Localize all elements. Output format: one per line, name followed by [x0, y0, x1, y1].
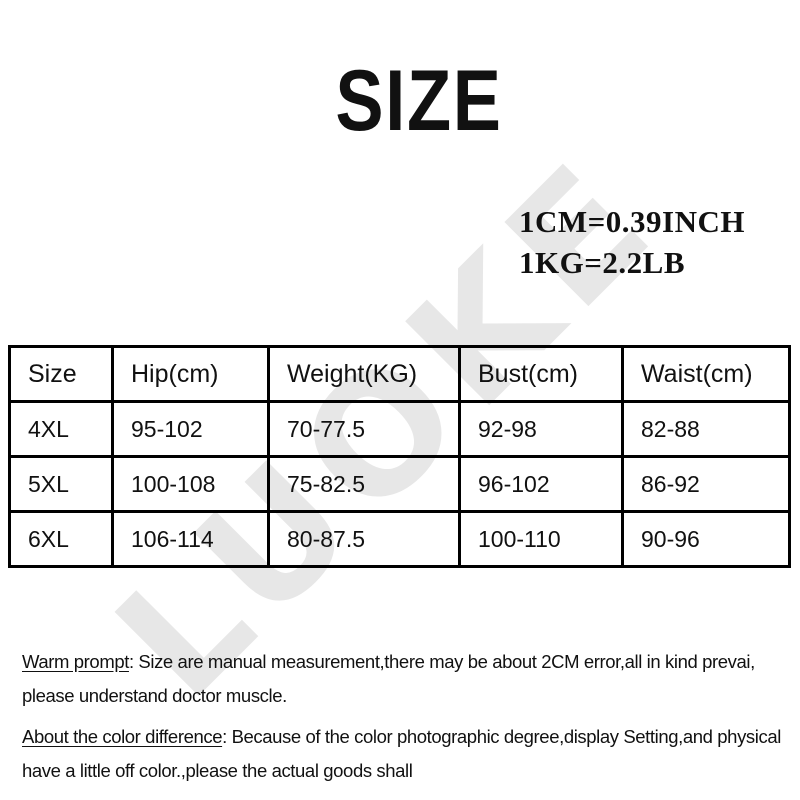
table-header-row: Size Hip(cm) Weight(KG) Bust(cm) Waist(c…	[8, 345, 791, 403]
cell-weight: 80-87.5	[267, 510, 461, 568]
cell-weight: 70-77.5	[267, 400, 461, 458]
cell-bust: 100-110	[458, 510, 624, 568]
color-difference-note: About the color difference: Because of t…	[22, 720, 796, 788]
unit-conversion-block: 1CM=0.39INCH 1KG=2.2LB	[519, 201, 745, 283]
cell-hip: 100-108	[111, 455, 270, 513]
cell-waist: 90-96	[621, 510, 791, 568]
cell-size: 6XL	[8, 510, 114, 568]
cell-waist: 86-92	[621, 455, 791, 513]
column-header-hip: Hip(cm)	[111, 345, 270, 403]
column-header-size: Size	[8, 345, 114, 403]
table-row-5xl: 5XL 100-108 75-82.5 96-102 86-92	[8, 455, 791, 513]
column-header-weight: Weight(KG)	[267, 345, 461, 403]
color-difference-label: About the color difference	[22, 726, 223, 747]
kg-to-lb-conversion: 1KG=2.2LB	[519, 245, 685, 280]
cell-bust: 96-102	[458, 455, 624, 513]
warm-prompt-label: Warm prompt	[22, 651, 129, 672]
cell-hip: 95-102	[111, 400, 270, 458]
page-title: SIZE	[335, 53, 503, 149]
cm-to-inch-conversion: 1CM=0.39INCH	[519, 204, 746, 239]
column-header-waist: Waist(cm)	[621, 345, 791, 403]
size-table: Size Hip(cm) Weight(KG) Bust(cm) Waist(c…	[8, 345, 791, 568]
cell-bust: 92-98	[458, 400, 624, 458]
cell-hip: 106-114	[111, 510, 270, 568]
cell-size: 4XL	[8, 400, 114, 458]
cell-size: 5XL	[8, 455, 114, 513]
column-header-bust: Bust(cm)	[458, 345, 624, 403]
table-row-6xl: 6XL 106-114 80-87.5 100-110 90-96	[8, 510, 791, 568]
table-row-4xl: 4XL 95-102 70-77.5 92-98 82-88	[8, 400, 791, 458]
cell-waist: 82-88	[621, 400, 791, 458]
cell-weight: 75-82.5	[267, 455, 461, 513]
warm-prompt-note: Warm prompt: Size are manual measurement…	[22, 645, 796, 713]
notes-block: Warm prompt: Size are manual measurement…	[22, 645, 796, 795]
warm-prompt-text: : Size are manual measurement,there may …	[22, 651, 755, 706]
color-difference-text: : Because of the color photographic degr…	[22, 726, 781, 781]
